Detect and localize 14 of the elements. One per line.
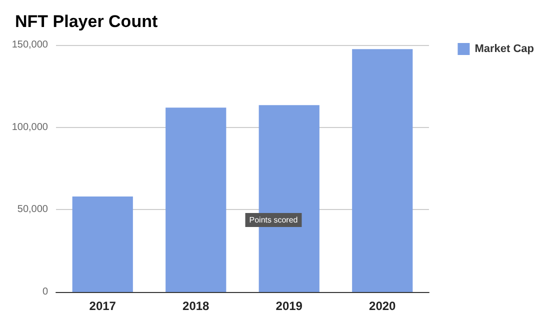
- y-tick-label: 0: [42, 286, 48, 298]
- chart-title: NFT Player Count: [15, 12, 158, 31]
- y-tick-label: 50,000: [17, 204, 48, 216]
- x-tick-label: 2018: [182, 299, 210, 313]
- y-tick-label: 100,000: [12, 122, 48, 133]
- bar: [166, 108, 226, 292]
- annotation: Points scored: [249, 216, 298, 224]
- bar: [72, 196, 133, 292]
- x-tick-label: 2020: [369, 299, 396, 313]
- y-tick-label: 150,000: [12, 40, 48, 50]
- x-tick-label: 2017: [89, 299, 116, 313]
- x-tick-label: 2019: [276, 299, 303, 313]
- legend-label: Market Cap: [474, 43, 534, 55]
- bar: [352, 49, 413, 292]
